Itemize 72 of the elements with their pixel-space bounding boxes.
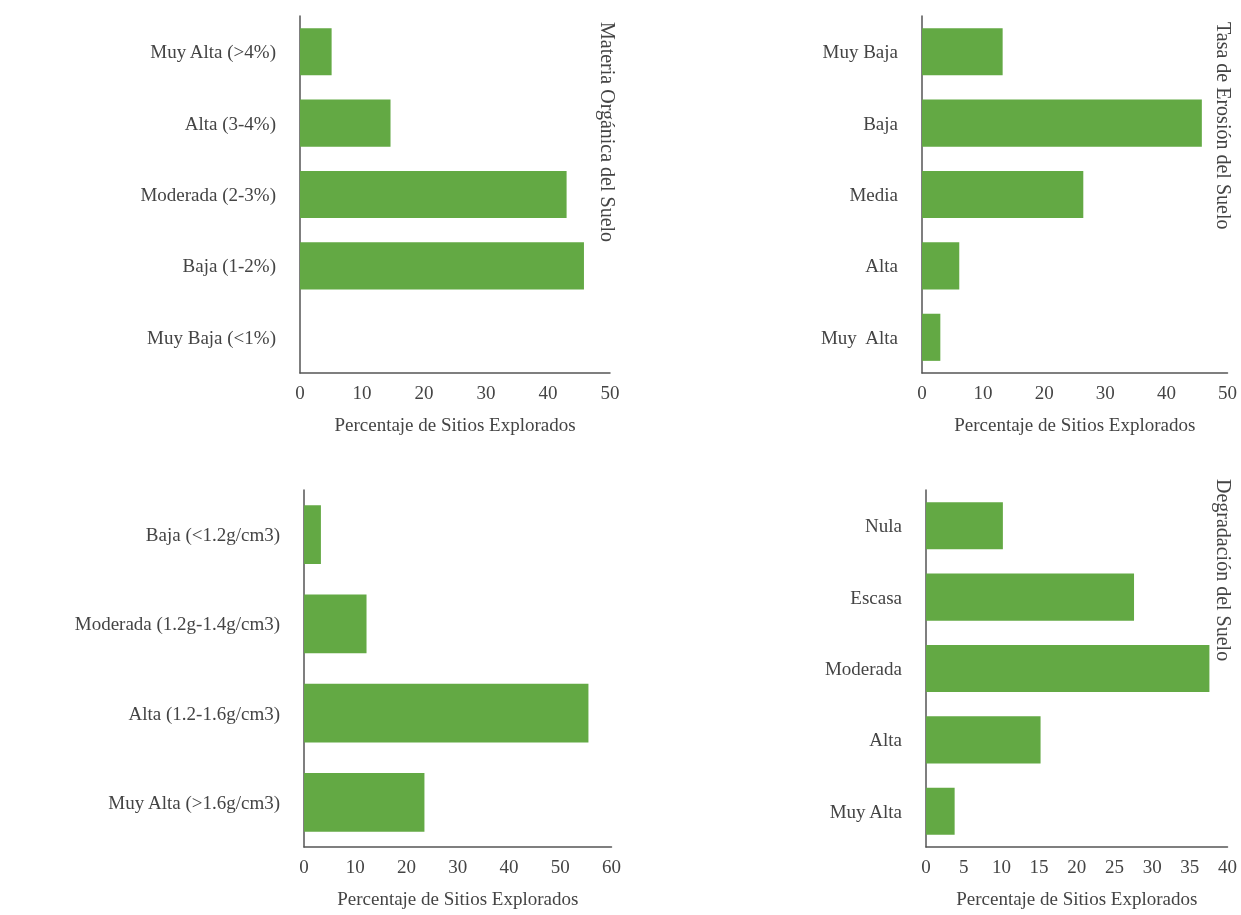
x-tick-label: 30 [448,856,468,877]
bar [922,28,1003,76]
bar [926,787,955,835]
bar [922,242,960,290]
y-tick-label: Alta [869,729,903,751]
x-tick-label: 10 [973,382,993,403]
x-tick-label: 10 [991,856,1011,877]
bar [926,573,1135,621]
y-tick-label: Moderada [824,658,903,679]
x-tick-label: 50 [600,382,620,403]
x-tick-label: 0 [917,382,927,403]
y-tick-label: Baja (<1.2g/cm3) [145,524,280,547]
bar [922,170,1084,219]
y-tick-label: Alta (3-4%) [184,112,276,135]
bar [926,716,1041,764]
x-tick-label: 25 [1104,856,1124,877]
x-axis-title: Percentaje de Sitios Explorados [956,888,1198,909]
x-tick-label: 30 [1095,382,1115,403]
text: Degradación del Suelo [1212,479,1235,662]
y-tick-label: Baja [863,112,899,134]
y-tick-label: Baja (1-2%) [182,255,276,278]
y-tick-label: Alta [865,255,899,277]
x-tick-label: 60 [602,856,621,877]
x-tick-label: 15 [1029,856,1049,877]
x-tick-label: 20 [1067,856,1087,877]
x-axis-title: Percentaje de Sitios Explorados [954,414,1196,435]
bar [926,644,1210,693]
text: Materia Orgánica del Suelo [596,22,619,243]
bar [300,242,584,290]
x-tick-label: 50 [1218,382,1237,403]
y-tick-label: Escasa [850,586,903,608]
bar [304,772,425,832]
bar [922,313,941,361]
x-tick-label: 30 [476,382,496,403]
y-tick-label: Muy Alta [820,326,899,348]
y-tick-label: Alta (1.2-1.6g/cm3) [128,702,280,725]
x-tick-label: 20 [414,382,434,403]
y-tick-label: Muy Baja (<1%) [147,326,276,349]
x-tick-label: 30 [1142,856,1162,877]
y-tick-label: Muy Alta (>4%) [150,41,276,64]
x-tick-label: 0 [295,382,305,403]
y-tick-label: Moderada (2-3%) [140,184,276,206]
x-tick-label: 5 [958,856,969,877]
y-tick-label: Muy Alta (>1.6g/cm3) [108,791,280,814]
bar [926,502,1003,550]
x-axis-title: Percentaje de Sitios Explorados [337,888,579,909]
x-tick-label: 20 [397,856,416,877]
y-tick-label: Muy Baja [822,41,899,63]
text: Tasa de Erosión del Suelo [1213,22,1235,230]
y-tick-label: Nula [865,515,903,537]
bar [300,28,332,76]
bar [304,683,589,743]
y-tick-label: Muy Alta [829,800,903,822]
x-tick-label: 0 [921,856,931,877]
x-tick-label: 10 [345,856,365,877]
x-tick-label: 50 [550,856,570,877]
x-tick-label: 40 [1156,382,1176,403]
x-axis-title: Percentaje de Sitios Explorados [334,414,576,435]
x-tick-label: 40 [538,382,558,403]
bar [300,170,567,219]
x-tick-label: 0 [299,856,309,877]
x-tick-label: 40 [1218,856,1237,877]
x-tick-label: 10 [352,382,372,403]
x-tick-label: 40 [499,856,519,877]
bar [300,99,391,147]
bar [304,594,367,654]
bar [922,99,1202,147]
x-tick-label: 35 [1180,856,1200,877]
x-tick-label: 20 [1034,382,1054,403]
y-tick-label: Moderada (1.2g-1.4g/cm3) [74,613,280,636]
bar [304,505,321,565]
y-tick-label: Media [849,184,899,205]
